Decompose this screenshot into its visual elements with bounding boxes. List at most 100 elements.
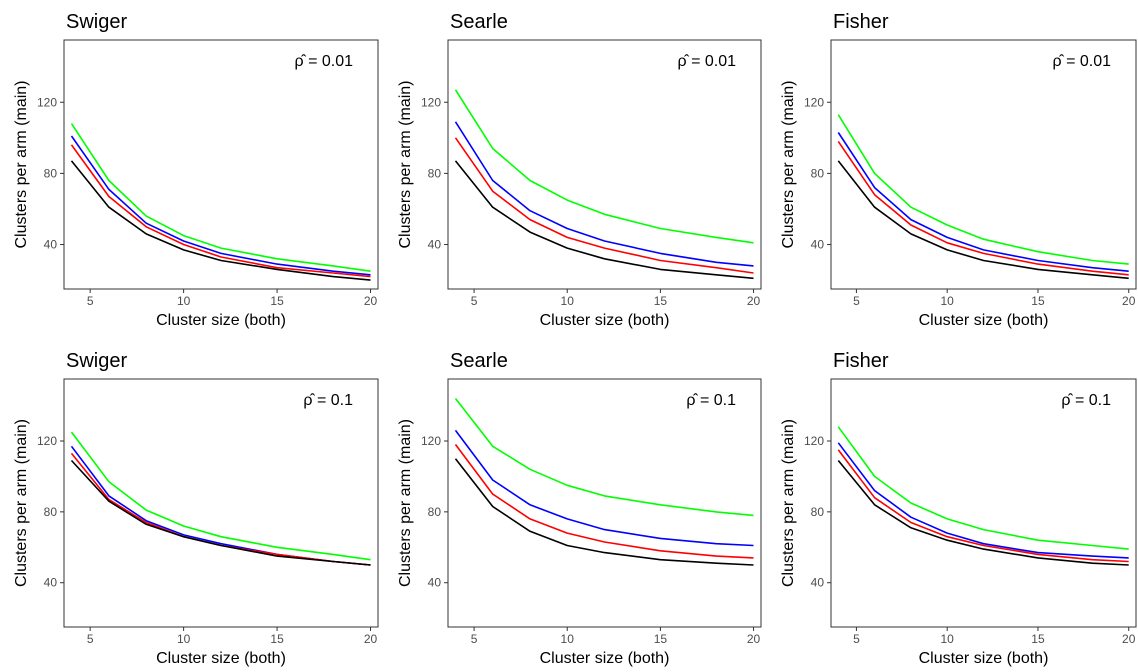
rho-annotation: ρ̂ = 0.01 (678, 53, 737, 70)
series-line-3 (454, 137, 754, 274)
series-line-2 (837, 442, 1129, 559)
x-tick-label: 10 (177, 632, 191, 646)
plot-frame (447, 39, 762, 290)
y-tick-label: 40 (428, 576, 442, 590)
y-tick-label: 80 (428, 505, 442, 519)
y-tick-label: 120 (421, 95, 441, 109)
plot-frame (447, 378, 762, 628)
y-tick-label: 80 (44, 166, 58, 180)
series-line-3 (454, 444, 754, 559)
series-line-1 (837, 114, 1129, 265)
y-axis-label: Clusters per arm (main) (780, 80, 797, 248)
x-tick-label: 20 (747, 632, 761, 646)
rho-annotation: ρ̂ = 0.01 (295, 53, 354, 70)
panel-title: Swiger (66, 11, 127, 33)
rho-annotation: ρ̂ = 0.1 (303, 392, 353, 409)
x-tick-label: 20 (364, 632, 378, 646)
panel-title: Swiger (66, 350, 127, 372)
series-line-1 (70, 431, 371, 561)
x-tick-label: 10 (941, 632, 955, 646)
series-line-1 (70, 123, 371, 272)
panel-title: Searle (450, 11, 508, 33)
series-line-4 (837, 160, 1129, 280)
x-tick-label: 5 (87, 294, 94, 308)
panel-title: Searle (450, 350, 508, 372)
x-axis-label: Cluster size (both) (156, 650, 286, 667)
series-line-2 (70, 135, 371, 276)
x-tick-label: 15 (654, 632, 668, 646)
plot-frame (830, 378, 1137, 628)
x-tick-label: 5 (87, 632, 94, 646)
series-line-4 (70, 459, 371, 566)
x-tick-label: 20 (1122, 294, 1136, 308)
y-tick-label: 40 (44, 238, 58, 252)
y-axis-label: Clusters per arm (main) (13, 80, 30, 248)
panel-1: Swiger 40 80 120 5 10 15 20 Cluster size (both) C… (13, 11, 379, 329)
plot-frame (830, 39, 1137, 290)
y-axis-label: Clusters per arm (main) (13, 419, 30, 587)
rho-annotation: ρ̂ = 0.1 (1061, 392, 1111, 409)
y-tick-label: 80 (428, 166, 442, 180)
plot-frame (63, 378, 379, 628)
y-axis-label: Clusters per arm (main) (780, 419, 797, 587)
x-tick-label: 15 (270, 632, 284, 646)
y-tick-label: 120 (804, 95, 824, 109)
x-axis-label: Cluster size (both) (919, 650, 1049, 667)
panel-3: Fisher 40 80 120 5 10 15 20 Cluster size (both) C… (780, 11, 1137, 329)
y-tick-label: 40 (44, 576, 58, 590)
series-line-3 (70, 144, 371, 278)
x-tick-label: 20 (1122, 632, 1136, 646)
series-line-4 (454, 160, 754, 280)
series-line-3 (837, 449, 1129, 563)
series-line-3 (837, 140, 1129, 276)
panel-2: Searle 40 80 120 5 10 15 20 Cluster size (both) C… (397, 11, 762, 329)
x-tick-label: 10 (561, 632, 575, 646)
series-line-2 (454, 429, 754, 547)
x-tick-label: 5 (471, 632, 478, 646)
x-tick-label: 15 (654, 294, 668, 308)
panel-title: Fisher (833, 11, 889, 33)
x-tick-label: 15 (1031, 632, 1045, 646)
y-tick-label: 80 (811, 505, 825, 519)
y-axis-label: Clusters per arm (main) (397, 419, 414, 587)
panel-4: Swiger 40 80 120 5 10 15 20 Cluster size (both) C… (13, 350, 379, 667)
panel-6: Fisher 40 80 120 5 10 15 20 Cluster size (both) C… (780, 350, 1137, 667)
y-axis-label: Clusters per arm (main) (397, 80, 414, 248)
x-axis-label: Cluster size (both) (540, 650, 670, 667)
series-line-1 (837, 426, 1129, 550)
x-tick-label: 5 (853, 632, 860, 646)
x-tick-label: 20 (364, 294, 378, 308)
y-tick-label: 120 (421, 434, 441, 448)
y-tick-label: 40 (811, 238, 825, 252)
series-line-1 (454, 398, 754, 517)
rho-annotation: ρ̂ = 0.1 (686, 392, 736, 409)
x-axis-label: Cluster size (both) (919, 312, 1049, 329)
x-tick-label: 20 (747, 294, 761, 308)
y-tick-label: 120 (37, 434, 57, 448)
y-tick-label: 80 (44, 505, 58, 519)
x-tick-label: 10 (177, 294, 191, 308)
y-tick-label: 80 (811, 166, 825, 180)
series-line-2 (454, 121, 754, 267)
x-tick-label: 15 (1031, 294, 1045, 308)
panel-title: Fisher (833, 350, 889, 372)
plot-frame (63, 39, 379, 290)
series-line-4 (454, 458, 754, 566)
series-line-2 (837, 132, 1129, 272)
y-tick-label: 40 (428, 238, 442, 252)
rho-annotation: ρ̂ = 0.01 (1053, 53, 1112, 70)
x-axis-label: Cluster size (both) (156, 312, 286, 329)
x-tick-label: 10 (561, 294, 575, 308)
x-tick-label: 5 (471, 294, 478, 308)
series-line-4 (837, 459, 1129, 566)
x-tick-label: 10 (941, 294, 955, 308)
series-line-4 (70, 160, 371, 281)
y-tick-label: 40 (811, 576, 825, 590)
y-tick-label: 120 (37, 95, 57, 109)
x-tick-label: 5 (853, 294, 860, 308)
series-line-1 (454, 89, 754, 244)
x-tick-label: 15 (270, 294, 284, 308)
y-tick-label: 120 (804, 434, 824, 448)
panel-5: Searle 40 80 120 5 10 15 20 Cluster size (both) C… (397, 350, 762, 667)
